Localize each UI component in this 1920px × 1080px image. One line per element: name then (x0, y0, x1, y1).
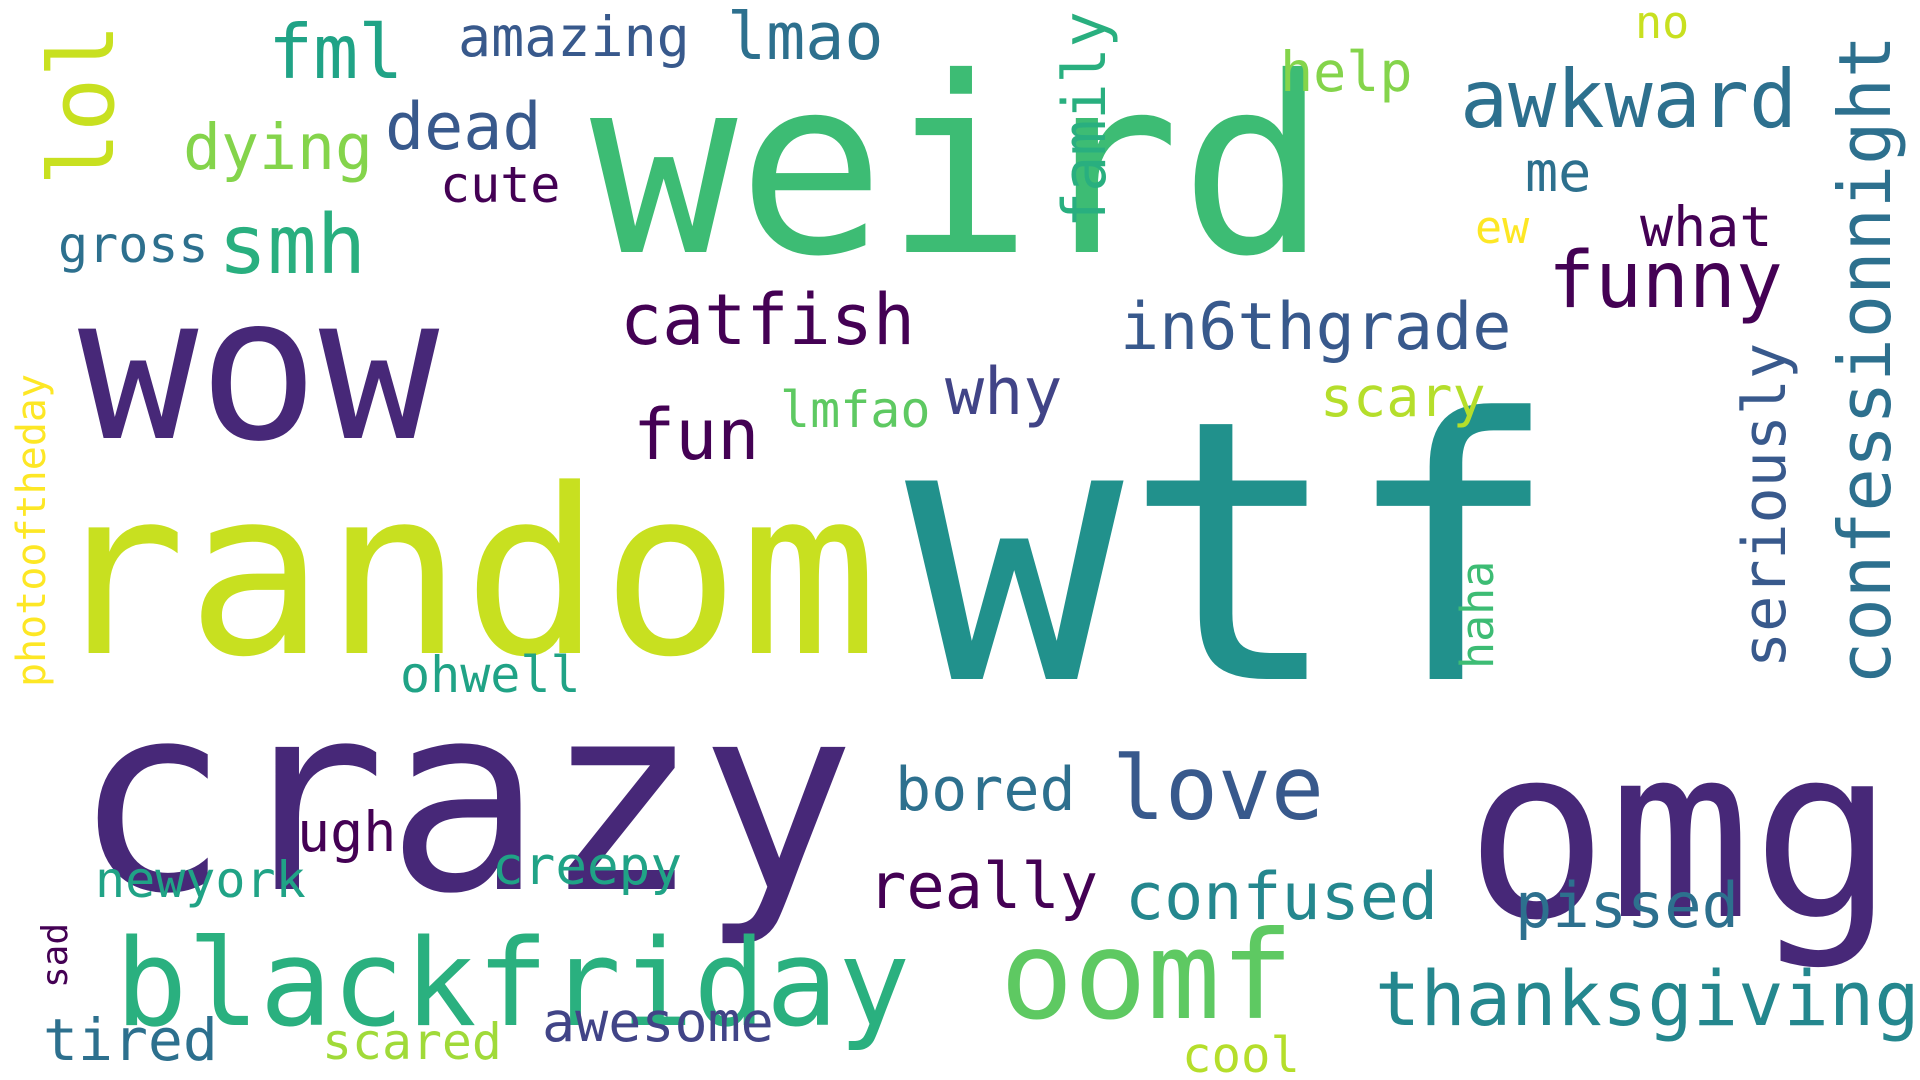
word-lmao: lmao (727, 0, 884, 75)
word-cool: cool (1182, 1026, 1301, 1080)
word-love: love (1112, 737, 1324, 840)
word-smh: smh (218, 198, 367, 293)
word-bored: bored (895, 755, 1076, 825)
word-pissed: pissed (1515, 869, 1739, 942)
word-seriously: seriously (1730, 342, 1800, 668)
word-no: no (1635, 0, 1690, 49)
word-crazy: crazy (73, 649, 856, 951)
word-why: why (945, 355, 1063, 430)
word-dying: dying (183, 109, 373, 184)
word-random: random (48, 441, 879, 709)
word-what: what (1640, 195, 1773, 259)
word-haha: haha (1451, 560, 1504, 670)
word-ohwell: ohwell (400, 646, 581, 704)
word-oomf: oomf (1000, 905, 1294, 1047)
word-photooftheday: photooftheday (9, 373, 55, 687)
word-sad: sad (35, 922, 76, 988)
word-fml: fml (268, 8, 404, 96)
word-omg: omg (1465, 696, 1896, 973)
word-catfish: catfish (620, 279, 916, 361)
word-help: help (1280, 40, 1413, 104)
word-confessionnight: confessionnight (1823, 34, 1907, 685)
word-thanksgiving: thanksgiving (1375, 955, 1920, 1044)
word-fun: fun (633, 394, 760, 476)
word-ew: ew (1475, 201, 1530, 254)
word-newyork: newyork (95, 851, 306, 909)
word-creepy: creepy (492, 836, 682, 898)
word-awesome: awesome (542, 990, 774, 1054)
word-blackfriday: blackfriday (115, 915, 911, 1054)
word-gross: gross (58, 216, 209, 274)
word-tired: tired (43, 1005, 218, 1074)
word-in6thgrade: in6thgrade (1120, 290, 1512, 365)
word-cute: cute (440, 156, 561, 214)
word-awkward: awkward (1460, 53, 1798, 146)
word-scary: scary (1320, 365, 1486, 429)
word-weird: weird (590, 25, 1328, 310)
word-lmfao: lmfao (780, 381, 931, 439)
word-wtf: wtf (905, 342, 1561, 765)
word-scared: scared (322, 1012, 502, 1071)
word-really: really (868, 849, 1099, 924)
word-me: me (1525, 140, 1592, 204)
word-family: family (1050, 11, 1120, 229)
word-amazing: amazing (458, 5, 690, 69)
word-dead: dead (385, 90, 542, 165)
word-funny: funny (1548, 236, 1783, 326)
word-wow: wow (78, 253, 440, 486)
word-lol: lol (30, 23, 135, 187)
word-confused: confused (1125, 860, 1439, 935)
word-ugh: ugh (297, 800, 397, 864)
